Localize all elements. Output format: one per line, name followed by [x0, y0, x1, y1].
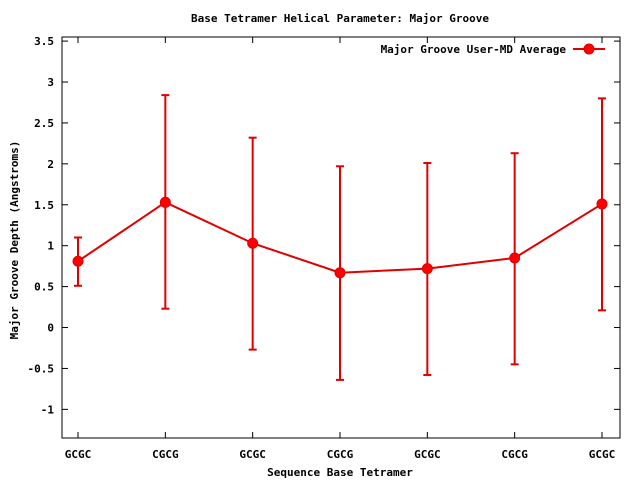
- y-tick-label: 2: [47, 158, 54, 171]
- data-point: [421, 263, 433, 275]
- y-tick-label: 0: [47, 322, 54, 335]
- x-axis-ticks: GCGC CGCG GCGC CGCG GCGC CGCG GCGC: [65, 37, 616, 461]
- legend-marker: [583, 43, 595, 55]
- y-axis-ticks: -1 -0.5 0 0.5 1 1.5 2 2.5 3 3.5: [28, 35, 620, 416]
- y-tick-label: -1: [41, 403, 55, 416]
- x-tick-label: GCGC: [239, 448, 266, 461]
- x-tick-label: CGCG: [152, 448, 179, 461]
- x-tick-label: GCGC: [589, 448, 616, 461]
- y-tick-label: -0.5: [28, 362, 55, 375]
- chart-title: Base Tetramer Helical Parameter: Major G…: [191, 12, 489, 25]
- series-layer: [72, 94, 608, 381]
- plot-frame: [61, 36, 621, 439]
- y-tick-label: 1.5: [34, 199, 54, 212]
- y-tick-label: 3: [47, 76, 54, 89]
- y-tick-label: 2.5: [34, 117, 54, 130]
- x-tick-label: CGCG: [327, 448, 354, 461]
- data-point: [72, 255, 84, 267]
- y-tick-label: 0.5: [34, 281, 54, 294]
- x-tick-label: GCGC: [414, 448, 441, 461]
- y-tick-label: 1: [47, 240, 54, 253]
- legend-label: Major Groove User-MD Average: [381, 43, 567, 56]
- legend: Major Groove User-MD Average: [381, 43, 605, 56]
- y-axis-label: Major Groove Depth (Angstroms): [8, 141, 21, 340]
- x-tick-label: CGCG: [501, 448, 528, 461]
- data-point: [247, 237, 259, 249]
- data-point: [334, 267, 346, 279]
- y-tick-label: 3.5: [34, 35, 54, 48]
- data-point: [596, 198, 608, 210]
- x-tick-label: GCGC: [65, 448, 92, 461]
- data-point: [509, 252, 521, 264]
- data-point: [159, 196, 171, 208]
- x-axis-label: Sequence Base Tetramer: [267, 466, 413, 479]
